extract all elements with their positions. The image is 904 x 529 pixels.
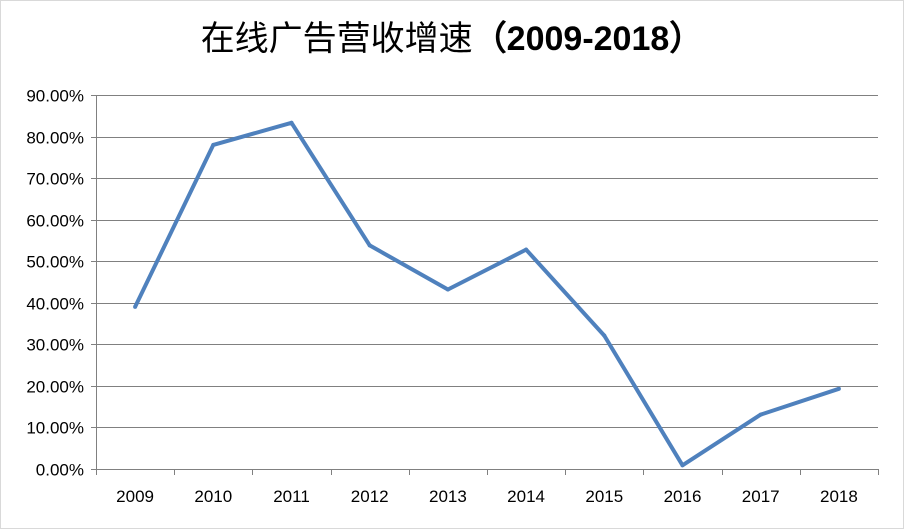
y-tick-label: 60.00% [26, 212, 84, 231]
data-point [133, 304, 138, 309]
x-tick-label: 2010 [194, 487, 232, 506]
x-tick-label: 2009 [116, 487, 154, 506]
y-tick-label: 80.00% [26, 129, 84, 148]
data-point [211, 142, 216, 147]
x-tick-label: 2011 [273, 487, 310, 506]
axes [91, 95, 879, 475]
x-tick-label: 2018 [820, 487, 858, 506]
y-tick-label: 40.00% [26, 295, 84, 314]
y-tick-label: 90.00% [26, 87, 84, 106]
y-tick-label: 20.00% [26, 378, 84, 397]
y-tick-label: 10.00% [26, 419, 84, 438]
series-line [133, 120, 840, 468]
data-point [602, 333, 607, 338]
data-point [680, 463, 685, 468]
data-point [289, 120, 294, 125]
y-tick-label: 30.00% [26, 336, 84, 355]
data-point [524, 247, 529, 252]
chart-title-range: （2009-2018） [472, 20, 704, 58]
y-tick-label: 70.00% [26, 170, 84, 189]
x-tick-label: 2017 [742, 487, 780, 506]
x-tick-label: 2016 [664, 487, 702, 506]
data-point [367, 243, 372, 248]
gridlines [96, 95, 878, 428]
y-tick-label: 0.00% [36, 461, 84, 480]
data-point [758, 412, 763, 417]
x-tick-label: 2012 [351, 487, 389, 506]
x-tick-labels: 2009 2010 2011 2012 2013 2014 2015 2016 2017 2018 [116, 487, 858, 506]
y-tick-label: 50.00% [26, 253, 84, 272]
y-tick-labels: 0.00% 10.00% 20.00% 30.00% 40.00% 50.00% 60.00… [26, 87, 84, 480]
series-lines [133, 120, 841, 468]
data-point [445, 287, 450, 292]
chart-title: 在线广告营收增速（2009-2018） [0, 14, 904, 64]
data-point [836, 386, 841, 391]
x-tick-label: 2014 [507, 487, 545, 506]
chart-title-text: 在线广告营收增速 [200, 19, 473, 59]
x-tick-label: 2013 [429, 487, 467, 506]
x-tick-label: 2015 [585, 487, 623, 506]
